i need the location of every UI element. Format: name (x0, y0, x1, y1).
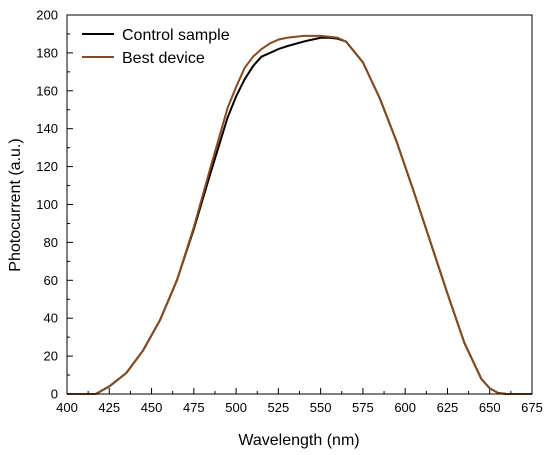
x-tick-label: 625 (437, 400, 459, 415)
y-tick-label: 20 (44, 349, 58, 364)
x-tick-label: 575 (352, 400, 374, 415)
legend-label-control: Control sample (122, 27, 230, 44)
plot-frame (66, 14, 533, 395)
y-tick-label: 100 (36, 197, 58, 212)
x-tick-label: 425 (98, 400, 120, 415)
y-tick-label: 140 (36, 121, 58, 136)
y-tick-label: 160 (36, 83, 58, 98)
y-axis-label: Photocurrent (a.u.) (7, 138, 24, 271)
y-tick-label: 40 (44, 311, 58, 326)
ticks-layer: 400 425 450 475 500 525 550 575 600 625 650 675 0 20 4… (36, 8, 543, 416)
x-tick-label: 500 (225, 400, 247, 415)
x-tick-label: 650 (479, 400, 501, 415)
x-tick-label: 550 (310, 400, 332, 415)
x-tick-label: 600 (394, 400, 416, 415)
x-tick-label: 475 (183, 400, 205, 415)
series-layer (67, 34, 532, 395)
x-tick-label: 525 (268, 400, 290, 415)
y-tick-label: 80 (44, 235, 58, 250)
x-tick-label: 450 (141, 400, 163, 415)
y-tick-label: 180 (36, 45, 58, 60)
series-line-best-device (67, 34, 532, 395)
y-tick-label: 0 (51, 387, 58, 402)
legend-label-best: Best device (122, 50, 205, 67)
y-tick-label: 200 (36, 8, 58, 23)
x-tick-label: 400 (56, 400, 78, 415)
x-axis-label: Wavelength (nm) (238, 432, 359, 449)
x-tick-label: 675 (521, 400, 543, 415)
series-line-control-sample (67, 36, 532, 395)
y-tick-label: 60 (44, 273, 58, 288)
legend: Control sample Best device (82, 27, 230, 67)
y-tick-label: 120 (36, 159, 58, 174)
